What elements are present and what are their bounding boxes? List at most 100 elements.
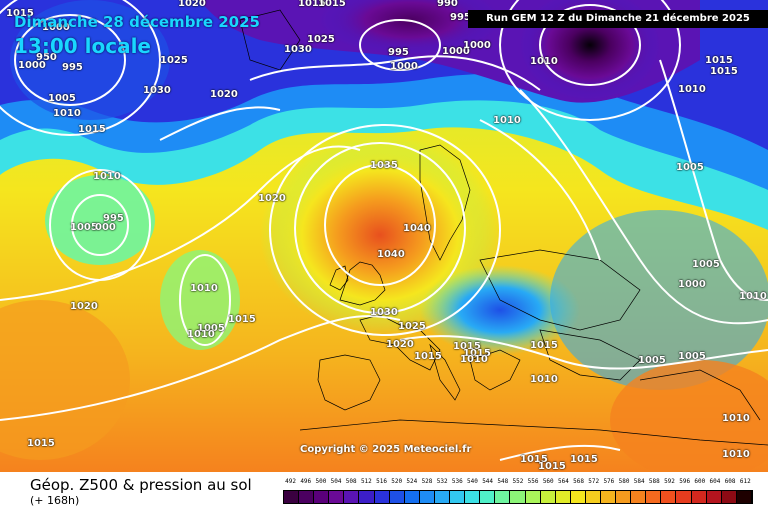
forecast-date-title: Dimanche 28 décembre 2025 xyxy=(14,13,260,31)
legend-tick: 500 xyxy=(315,478,327,485)
isobar-label: 1010 xyxy=(93,171,121,182)
legend-tick: 596 xyxy=(679,478,691,485)
isobar-label: 1015 xyxy=(453,341,481,352)
isobar-label: 1000 xyxy=(678,279,706,290)
legend-tick: 496 xyxy=(300,478,312,485)
isobar-label: 1030 xyxy=(284,44,312,55)
isobar-label: 990 xyxy=(437,0,458,9)
legend-swatch xyxy=(434,491,451,503)
isobar-label: 1010 xyxy=(722,413,750,424)
legend-swatch xyxy=(570,491,586,503)
legend-tick: 504 xyxy=(330,478,342,485)
isobar-label: 1010 xyxy=(530,374,558,385)
legend-swatch xyxy=(555,491,571,503)
isobar-label: 1010 xyxy=(190,283,218,294)
isobar-label: 1020 xyxy=(178,0,206,9)
isobar-label: 1015 xyxy=(78,124,106,135)
isobar-label: 1015 xyxy=(6,8,34,19)
isobar-label: 1015 xyxy=(27,438,55,449)
legend-swatch xyxy=(329,491,345,503)
isobar-label: 1005 xyxy=(676,162,704,173)
isobar-label: 1005 xyxy=(48,93,76,104)
geopotential-color-legend: 492 496 500 504 508 512 516 520 524 528 532 536 540 5… xyxy=(283,478,753,506)
isobar-label: 950 xyxy=(36,52,57,63)
model-run-banner: Run GEM 12 Z du Dimanche 21 décembre 202… xyxy=(468,10,768,28)
isobar-label: 1005 xyxy=(678,351,706,362)
legend-tick: 536 xyxy=(451,478,463,485)
isobar-label: 995 xyxy=(103,213,124,224)
legend-tick: 572 xyxy=(588,478,600,485)
isobar-label: 1000 xyxy=(442,46,470,57)
isobar-label: 1005 xyxy=(638,355,666,366)
legend-swatch xyxy=(585,491,601,503)
isobar-label: 1030 xyxy=(143,85,171,96)
isobar-lines xyxy=(0,0,768,460)
legend-tick: 508 xyxy=(345,478,357,485)
forecast-map xyxy=(0,0,768,472)
legend-swatch xyxy=(706,491,722,503)
isobar-label: 1015 xyxy=(298,0,326,9)
legend-tick: 520 xyxy=(391,478,403,485)
legend-swatch xyxy=(344,491,360,503)
legend-swatch xyxy=(631,491,647,503)
isobar-label: 1020 xyxy=(386,339,414,350)
isobar-label: 1035 xyxy=(370,160,398,171)
isobar-label: 1010 xyxy=(460,354,488,365)
isobar-label: 1020 xyxy=(258,193,286,204)
legend-tick: 548 xyxy=(497,478,509,485)
map-footer: Géop. Z500 & pression au sol (+ 168h) 49… xyxy=(0,472,768,512)
legend-swatch xyxy=(419,491,435,503)
legend-tick: 584 xyxy=(633,478,645,485)
legend-swatch xyxy=(284,491,300,503)
isobar-label: 1010 xyxy=(530,56,558,67)
coastlines xyxy=(239,9,768,446)
legend-tick: 512 xyxy=(360,478,372,485)
legend-swatch xyxy=(510,491,526,503)
legend-tick: 560 xyxy=(542,478,554,485)
legend-swatch xyxy=(676,491,692,503)
isobar-label: 1040 xyxy=(403,223,431,234)
isobar-label: 1005 xyxy=(70,222,98,233)
legend-swatch xyxy=(646,491,662,503)
legend-swatch xyxy=(540,491,556,503)
legend-tick: 556 xyxy=(527,478,539,485)
isobar-label: 1000 xyxy=(18,60,46,71)
isobar-label: 1010 xyxy=(493,115,521,126)
isobar-label: 1000 xyxy=(463,40,491,51)
legend-swatch xyxy=(721,491,737,503)
legend-tick: 608 xyxy=(724,478,736,485)
legend-tick: 576 xyxy=(603,478,615,485)
isobar-label: 1005 xyxy=(197,323,225,334)
isobar-label: 1020 xyxy=(70,301,98,312)
isobar-label: 1010 xyxy=(678,84,706,95)
legend-swatch xyxy=(374,491,390,503)
legend-tick: 540 xyxy=(467,478,478,485)
isobar-label: 1005 xyxy=(692,259,720,270)
legend-tick: 544 xyxy=(482,478,494,485)
isobar-label: 1000 xyxy=(42,22,70,33)
legend-swatch xyxy=(465,491,481,503)
isobar-label: 1015 xyxy=(570,454,598,465)
isobar-label: 000 xyxy=(95,222,116,233)
isobar-label: 1025 xyxy=(398,321,426,332)
legend-swatch xyxy=(525,491,541,503)
isobar-label: 1010 xyxy=(53,108,81,119)
copyright-text: Copyright © 2025 Meteociel.fr xyxy=(300,444,472,455)
legend-tick: 600 xyxy=(694,478,706,485)
legend-swatch xyxy=(450,491,466,503)
legend-tick: 516 xyxy=(376,478,387,485)
legend-tick: 580 xyxy=(618,478,630,485)
legend-swatch xyxy=(495,491,511,503)
isobar-label: 1025 xyxy=(307,34,335,45)
isobar-label: 995 xyxy=(388,47,409,58)
legend-swatch xyxy=(600,491,617,503)
legend-swatch xyxy=(736,491,752,503)
isobar-label: 1015 xyxy=(530,340,558,351)
isobar-label: 1030 xyxy=(370,307,398,318)
isobar-label: 1015 xyxy=(520,454,548,465)
legend-tick: 568 xyxy=(573,478,584,485)
legend-swatch xyxy=(299,491,315,503)
legend-tick: 492 xyxy=(285,478,296,485)
legend-color-bar xyxy=(283,490,753,504)
legend-swatch xyxy=(389,491,405,503)
